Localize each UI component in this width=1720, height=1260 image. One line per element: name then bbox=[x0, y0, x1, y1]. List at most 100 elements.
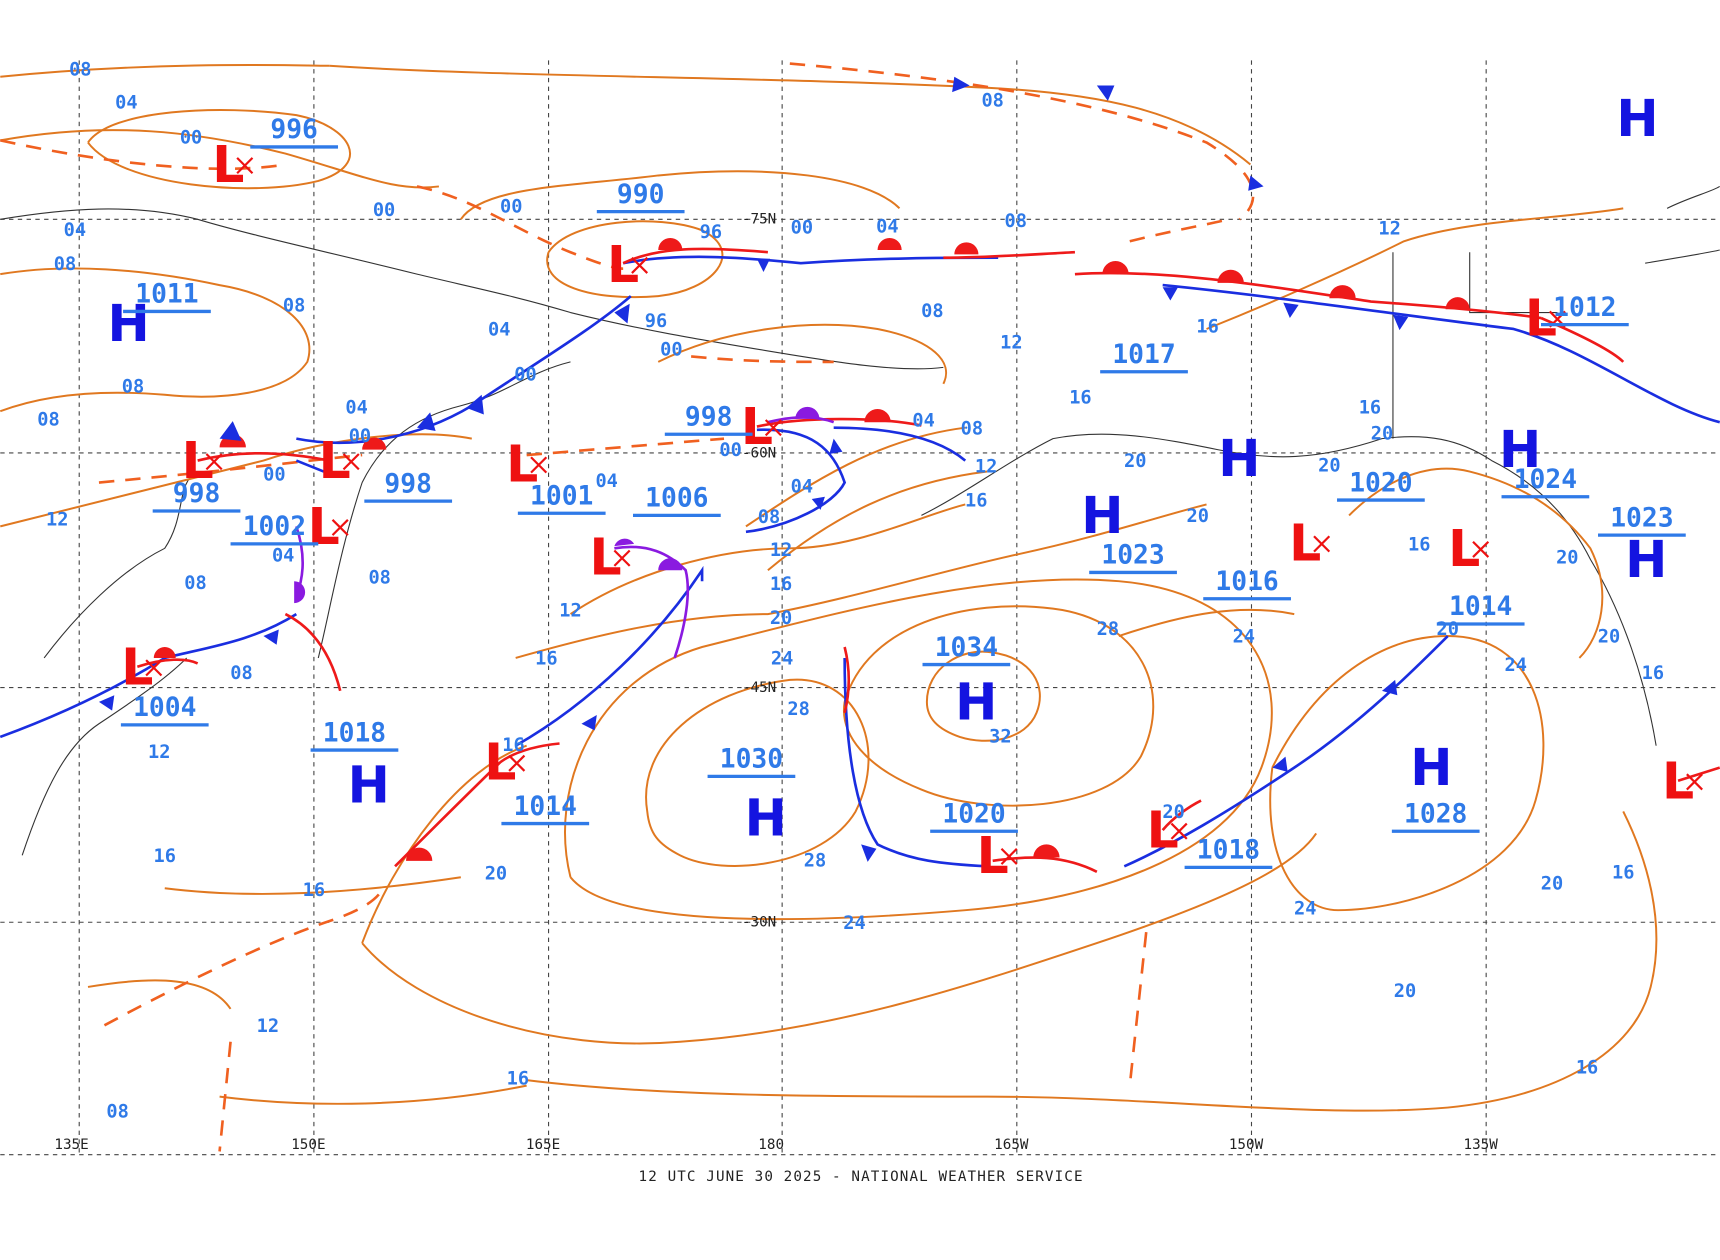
isobar-label: 20 bbox=[1124, 451, 1146, 472]
isobar-label: 04 bbox=[791, 476, 813, 497]
pressure-center: L bbox=[590, 528, 622, 587]
coastlines bbox=[0, 185, 1720, 856]
isobar-label: 12 bbox=[559, 600, 581, 621]
isobar-label: 00 bbox=[349, 426, 371, 447]
isobar-label: 16 bbox=[1576, 1058, 1598, 1079]
isobar-label: 04 bbox=[876, 216, 898, 237]
isobar-label: 24 bbox=[771, 649, 793, 670]
isobar-label: 20 bbox=[1541, 873, 1563, 894]
isobar-label: 16 bbox=[1359, 397, 1381, 418]
isobar-label: 04 bbox=[595, 471, 617, 492]
pressure-center: H bbox=[1218, 429, 1260, 488]
grid bbox=[0, 60, 1720, 1156]
isobar-label: 08 bbox=[368, 567, 390, 588]
labels: 135E 150E 165E 180 165W 150W 135W -75N -60N -45N -… bbox=[37, 60, 1703, 1153]
pressure-center: H bbox=[745, 789, 787, 848]
isobar-label: 00 bbox=[791, 218, 813, 239]
central-pressure: 1020 bbox=[1349, 468, 1412, 498]
low-marker bbox=[205, 453, 223, 471]
isobar-label: 12 bbox=[770, 540, 792, 561]
isobar-label: 12 bbox=[975, 457, 997, 478]
isobar-label: 16 bbox=[1642, 663, 1664, 684]
pressure-center: L bbox=[212, 135, 244, 194]
low-marker bbox=[764, 419, 782, 437]
pressure-center: L bbox=[506, 434, 538, 493]
central-pressure: 1002 bbox=[243, 512, 306, 542]
pressure-center: L bbox=[121, 637, 153, 696]
isobar-label: 20 bbox=[1394, 981, 1416, 1002]
central-pressure: 996 bbox=[270, 115, 318, 145]
low-marker bbox=[1000, 847, 1018, 865]
central-pressure: 990 bbox=[617, 180, 665, 210]
latitude-label: -45N bbox=[742, 680, 776, 696]
isobar-label: 04 bbox=[272, 545, 294, 566]
isobar-label: 08 bbox=[184, 573, 206, 594]
isobar-label: 08 bbox=[69, 60, 91, 81]
isobar-label: 00 bbox=[514, 365, 536, 386]
central-pressure: 1016 bbox=[1215, 567, 1278, 597]
central-pressure: 1024 bbox=[1514, 465, 1577, 495]
central-pressure: 1018 bbox=[323, 718, 386, 748]
longitude-label: 135W bbox=[1464, 1137, 1499, 1153]
isobar-label: 20 bbox=[1556, 548, 1578, 569]
isobar-label: 96 bbox=[700, 222, 722, 243]
pressure-center: L bbox=[1662, 751, 1694, 810]
pressure-center: L bbox=[1448, 519, 1480, 578]
isobar-label: 08 bbox=[758, 507, 780, 528]
central-pressure: 1001 bbox=[530, 481, 593, 511]
isobar-label: 04 bbox=[345, 397, 367, 418]
pressure-center: H bbox=[1499, 420, 1541, 479]
longitude-label: 165E bbox=[526, 1137, 560, 1153]
isobar-label: 16 bbox=[1612, 862, 1634, 883]
longitude-label: 180 bbox=[758, 1137, 784, 1153]
central-pressure: 1023 bbox=[1610, 503, 1673, 533]
isobar-label: 28 bbox=[787, 699, 809, 720]
isobar-label: 08 bbox=[921, 301, 943, 322]
pressure-center: L bbox=[607, 235, 639, 294]
low-marker bbox=[631, 256, 649, 274]
latitude-label: -75N bbox=[742, 212, 776, 228]
isobar-label: 20 bbox=[1371, 424, 1393, 445]
isobar-label: 20 bbox=[485, 863, 507, 884]
low-marker bbox=[613, 549, 631, 567]
central-pressure: 1020 bbox=[942, 799, 1005, 829]
isobar-label: 08 bbox=[1004, 211, 1026, 232]
isobar-label: 16 bbox=[303, 880, 325, 901]
low-marker bbox=[331, 519, 349, 536]
latitude-label: -60N bbox=[742, 445, 776, 461]
low-marker bbox=[236, 157, 254, 175]
isobar-label: 08 bbox=[981, 90, 1003, 111]
isobar-label: 24 bbox=[1294, 899, 1316, 920]
pressure-center: H bbox=[348, 756, 390, 815]
low-marker bbox=[145, 659, 163, 677]
low-marker bbox=[1472, 540, 1490, 558]
pressure-center: L bbox=[308, 497, 340, 556]
pressure-center: H bbox=[1081, 486, 1123, 545]
isobar-label: 12 bbox=[1000, 333, 1022, 354]
isobar-label: 32 bbox=[989, 726, 1011, 747]
isobar-label: 00 bbox=[500, 197, 522, 218]
pressure-center: H bbox=[1410, 738, 1452, 797]
central-pressure: 1028 bbox=[1404, 799, 1467, 829]
isobar-label: 20 bbox=[1318, 456, 1340, 477]
central-pressure: 1014 bbox=[1449, 592, 1512, 622]
low-marker bbox=[342, 453, 360, 471]
central-pressure: 1018 bbox=[1197, 836, 1260, 866]
pressure-center: H bbox=[1625, 530, 1667, 589]
isobar-label: 00 bbox=[719, 440, 741, 461]
isobar-label: 08 bbox=[122, 377, 144, 398]
isobar-label: 00 bbox=[373, 200, 395, 221]
longitude-label: 150W bbox=[1229, 1137, 1264, 1153]
low-marker bbox=[1313, 535, 1331, 553]
central-pressure: 1034 bbox=[935, 633, 998, 663]
isobar-label: 08 bbox=[283, 295, 305, 316]
pressure-center: L bbox=[1525, 289, 1557, 348]
isobar-label: 16 bbox=[1069, 388, 1091, 409]
isobar-label: 12 bbox=[46, 509, 68, 530]
isobar-label: 08 bbox=[37, 409, 59, 430]
pressure-center: L bbox=[484, 733, 516, 792]
pressure-center: H bbox=[1616, 89, 1658, 148]
central-pressure: 1011 bbox=[135, 280, 198, 310]
isobar-label: 16 bbox=[1196, 316, 1218, 337]
